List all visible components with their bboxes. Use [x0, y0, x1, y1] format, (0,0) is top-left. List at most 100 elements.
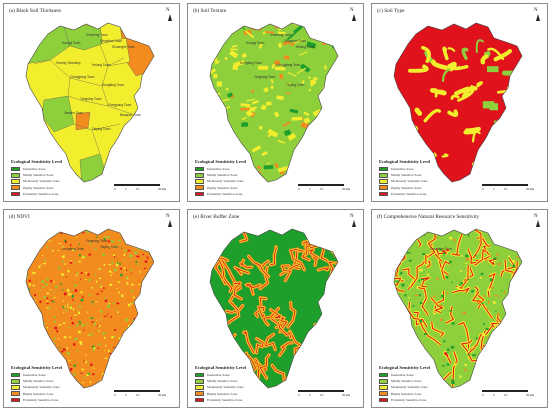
ndvi-pixel	[95, 280, 98, 283]
ndvi-pixel	[132, 296, 135, 298]
texture-patch	[265, 101, 272, 106]
river-line	[300, 358, 321, 376]
texture-patch	[324, 65, 327, 70]
ndvi-pixel	[77, 229, 79, 232]
ndvi-pixel	[88, 254, 91, 257]
texture-patch	[279, 73, 284, 79]
ndvi-pixel	[27, 300, 28, 303]
ndvi-pixel	[99, 379, 102, 382]
sensitivity-pixel	[497, 263, 501, 266]
texture-patch	[214, 107, 222, 114]
sensitivity-pixel	[446, 348, 450, 351]
ndvi-pixel	[40, 341, 42, 344]
sensitivity-pixel	[441, 295, 444, 298]
ndvi-pixel	[92, 386, 95, 388]
ndvi-pixel	[70, 311, 73, 314]
texture-patch	[262, 31, 266, 35]
ndvi-pixel	[92, 349, 95, 351]
region-outline	[393, 22, 523, 183]
ndvi-pixel	[36, 309, 40, 313]
texture-patch	[335, 173, 338, 179]
scale-bar-graphic	[482, 184, 528, 186]
sensitivity-band	[408, 339, 421, 362]
legend-item: Highly Sensitive Zone	[195, 185, 246, 191]
ndvi-pixel	[67, 293, 71, 296]
place-label: Yongning Town	[80, 97, 102, 101]
sensitivity-pixel	[520, 245, 522, 248]
sensitivity-pixel	[491, 287, 494, 289]
sensitivity-pixel	[400, 361, 404, 364]
soil-band	[423, 108, 442, 123]
ndvi-pixel	[144, 360, 146, 363]
panel-title: (a) Black Soil Thickness	[9, 8, 62, 14]
river-line	[226, 334, 236, 363]
ndvi-pixel	[117, 370, 120, 373]
sensitivity-pixel	[445, 275, 449, 279]
sensitivity-pixel	[497, 313, 500, 316]
place-label: Changjiang Town	[276, 63, 301, 67]
scale-tick-label: 5	[493, 393, 495, 397]
sensitivity-pixel	[475, 254, 477, 257]
river-line	[320, 335, 337, 359]
sensitivity-pixel	[404, 234, 408, 236]
ndvi-pixel	[62, 300, 65, 302]
ndvi-pixel	[29, 340, 32, 343]
texture-patch	[319, 23, 328, 29]
texture-patch	[266, 184, 272, 190]
ndvi-pixel	[104, 350, 106, 352]
ndvi-pixel	[67, 306, 71, 308]
ndvi-pixel	[25, 240, 26, 242]
scale-bar: 0 5 10 20 km	[114, 390, 170, 400]
river-line	[444, 351, 452, 364]
legend-swatch	[11, 397, 20, 403]
ndvi-pixel	[64, 366, 67, 368]
ndvi-pixel	[54, 326, 58, 330]
ndvi-pixel	[129, 303, 133, 305]
soil-band	[493, 49, 512, 62]
soil-band	[480, 54, 489, 65]
soil-patch	[511, 131, 518, 138]
ndvi-pixel	[82, 232, 85, 234]
legend-label: Insensitive Zone	[207, 167, 230, 172]
ndvi-pixel	[150, 344, 152, 346]
ndvi-pixel	[81, 392, 82, 394]
ndvi-pixel	[69, 260, 72, 263]
texture-patch	[286, 32, 296, 41]
ndvi-pixel	[121, 355, 123, 357]
ndvi-pixel	[140, 316, 142, 320]
ndvi-pixel	[97, 302, 99, 305]
ndvi-pixel	[133, 318, 136, 321]
legend-item: Mildly Sensitive Zone	[195, 378, 246, 384]
soil-band	[442, 46, 449, 61]
legend-item: Mildly Sensitive Zone	[11, 172, 62, 178]
sensitivity-pixel	[407, 297, 410, 299]
sensitivity-pixel	[467, 286, 469, 288]
ndvi-pixel	[150, 248, 153, 250]
legend-label: Insensitive Zone	[207, 373, 230, 378]
ndvi-pixel	[143, 267, 146, 269]
ndvi-pixel	[64, 292, 67, 296]
soil-band	[511, 142, 521, 148]
scale-bar: 0 5 10 20 km	[482, 390, 538, 400]
ndvi-pixel	[98, 325, 101, 327]
region-map	[393, 22, 523, 183]
sensitivity-band	[404, 337, 421, 350]
river-line	[502, 320, 512, 340]
ndvi-pixel	[86, 230, 89, 233]
sensitivity-pixel	[517, 274, 520, 276]
place-label: Xinsheng Town	[86, 33, 108, 37]
river-buffer-inner	[323, 293, 338, 326]
ndvi-pixel	[144, 326, 147, 328]
legend-item: Moderately Sensitive Zone	[11, 178, 62, 184]
ndvi-pixel	[33, 317, 36, 319]
ndvi-pixel	[88, 253, 92, 255]
texture-patch	[277, 42, 283, 48]
ndvi-pixel	[132, 370, 133, 373]
ndvi-pixel	[153, 293, 154, 295]
ndvi-pixel	[62, 275, 65, 277]
sensitivity-pixel	[405, 331, 408, 334]
legend-label: Moderately Sensitive Zone	[23, 179, 60, 184]
texture-patch	[210, 32, 214, 38]
sensitivity-band	[491, 337, 502, 348]
ndvi-pixel	[124, 270, 126, 273]
